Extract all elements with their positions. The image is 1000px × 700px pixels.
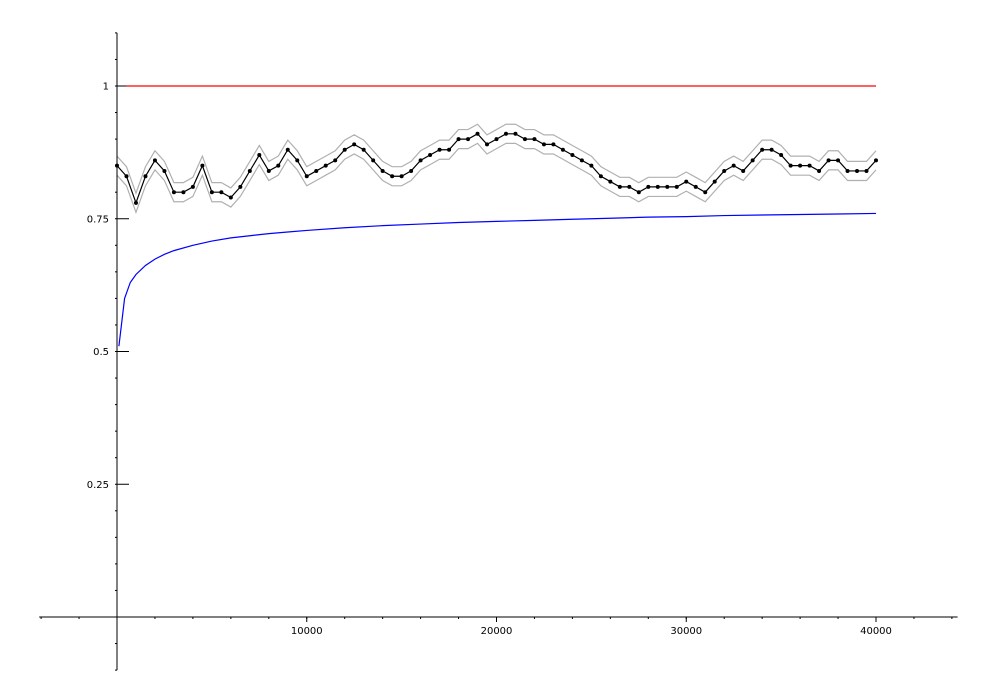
- data-point: [551, 142, 556, 147]
- data-point: [485, 142, 490, 147]
- data-point: [807, 163, 812, 168]
- data-point: [152, 158, 157, 163]
- tick-labels: 10000 20000 30000 40000 0.25 0.5 0.75 1: [87, 82, 892, 638]
- data-point: [779, 153, 784, 158]
- data-point: [143, 174, 148, 179]
- data-point: [200, 163, 205, 168]
- y-tick-label: 0.5: [93, 347, 109, 358]
- data-point: [845, 168, 850, 173]
- data-point: [228, 195, 233, 200]
- data-point: [826, 158, 831, 163]
- data-point: [428, 153, 433, 158]
- data-point: [522, 137, 527, 142]
- data-point: [456, 137, 461, 142]
- data-point: [760, 147, 765, 152]
- data-point: [437, 147, 442, 152]
- data-point: [285, 147, 290, 152]
- data-point: [257, 153, 262, 158]
- data-point: [560, 147, 565, 152]
- data-point: [342, 147, 347, 152]
- series-lines: [116, 85, 877, 347]
- data-point: [418, 158, 423, 163]
- data-point: [836, 158, 841, 163]
- data-point: [124, 174, 129, 179]
- data-point: [409, 168, 414, 173]
- data-point: [466, 137, 471, 142]
- data-point: [352, 142, 357, 147]
- data-point: [864, 168, 869, 173]
- data-point: [598, 174, 603, 179]
- data-point: [703, 190, 708, 195]
- data-point: [314, 168, 319, 173]
- data-point: [741, 168, 746, 173]
- data-point: [171, 190, 176, 195]
- data-point: [390, 174, 395, 179]
- data-point: [304, 174, 309, 179]
- data-point: [503, 131, 508, 136]
- data-point: [380, 168, 385, 173]
- upper-band-line: [116, 123, 877, 196]
- data-point: [750, 158, 755, 163]
- y-tick-label: 0.75: [87, 214, 109, 225]
- data-point: [447, 147, 452, 152]
- mean-series-line: [116, 133, 877, 205]
- x-tick-label: 40000: [860, 626, 892, 637]
- data-point: [798, 163, 803, 168]
- data-point: [655, 184, 660, 189]
- data-point: [570, 153, 575, 158]
- data-point: [646, 184, 651, 189]
- lower-band-line: [116, 142, 877, 215]
- y-tick-label: 0.25: [87, 480, 109, 491]
- data-point: [494, 137, 499, 142]
- data-point: [855, 168, 860, 173]
- data-point: [674, 184, 679, 189]
- confidence-band: [116, 123, 877, 215]
- data-point: [276, 163, 281, 168]
- data-point: [617, 184, 622, 189]
- data-point: [541, 142, 546, 147]
- data-point: [636, 190, 641, 195]
- data-point: [712, 179, 717, 184]
- data-point: [371, 158, 376, 163]
- x-tick-label: 20000: [481, 626, 513, 637]
- bound-curve: [118, 212, 877, 347]
- data-point: [190, 184, 195, 189]
- data-point: [665, 184, 670, 189]
- data-point: [266, 168, 271, 173]
- data-point: [684, 179, 689, 184]
- data-point: [162, 168, 167, 173]
- data-point: [219, 190, 224, 195]
- data-point: [133, 200, 138, 205]
- data-point: [475, 131, 480, 136]
- data-point: [361, 147, 366, 152]
- data-point: [209, 190, 214, 195]
- data-point: [399, 174, 404, 179]
- data-point: [731, 163, 736, 168]
- data-point: [693, 184, 698, 189]
- y-tick-label: 1: [103, 82, 109, 93]
- data-point: [788, 163, 793, 168]
- x-tick-label: 30000: [670, 626, 702, 637]
- axes: [39, 32, 958, 671]
- x-tick-label: 10000: [291, 626, 323, 637]
- data-point: [513, 131, 518, 136]
- data-point: [333, 158, 338, 163]
- data-point: [874, 158, 878, 163]
- data-point: [181, 190, 186, 195]
- data-point: [627, 184, 632, 189]
- data-point: [295, 158, 300, 163]
- data-point: [769, 147, 774, 152]
- data-point: [115, 163, 119, 168]
- data-point: [238, 184, 243, 189]
- data-points: [115, 131, 878, 205]
- data-point: [323, 163, 328, 168]
- data-point: [608, 179, 613, 184]
- data-point: [532, 137, 537, 142]
- data-point: [817, 168, 822, 173]
- data-point: [589, 163, 594, 168]
- data-point: [579, 158, 584, 163]
- data-point: [722, 168, 727, 173]
- data-point: [247, 168, 252, 173]
